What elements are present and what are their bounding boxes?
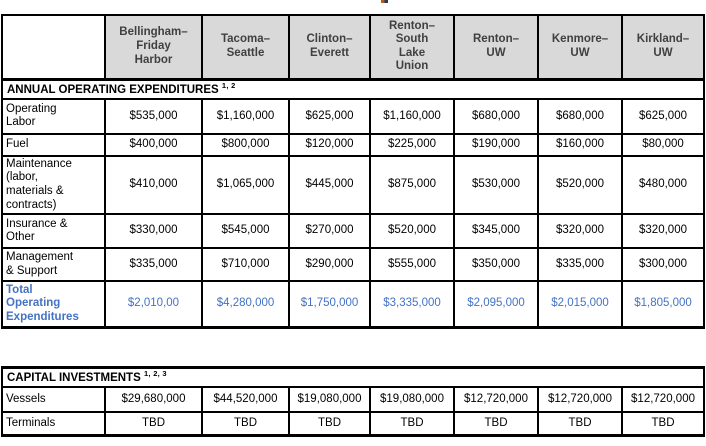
value-cell: $625,000: [288, 97, 371, 135]
value-cell: $2,015,000: [537, 280, 623, 329]
value-cell: $12,720,000: [453, 386, 539, 414]
value-cell: $12,720,000: [537, 386, 623, 414]
capital-investments-table: CAPITAL INVESTMENTS 1, 2, 3 Vessels $29,6…: [0, 365, 706, 437]
section-title: CAPITAL INVESTMENTS: [7, 371, 144, 384]
value-cell: TBD: [369, 411, 455, 437]
value-cell: $545,000: [201, 213, 290, 250]
value-cell: $225,000: [369, 132, 455, 157]
column-header: Clinton– Everett: [288, 14, 371, 80]
value-cell: TBD: [104, 411, 203, 437]
value-cell: $1,160,000: [201, 97, 290, 135]
value-cell: $345,000: [453, 213, 539, 250]
table-row: Fuel $400,000 $800,000 $120,000 $225,000 $190…: [1, 132, 705, 157]
section-header-cell: ANNUAL OPERATING EXPENDITURES 1, 2: [1, 77, 705, 100]
value-cell: TBD: [620, 411, 706, 437]
value-cell: TBD: [201, 411, 290, 437]
value-cell: $520,000: [369, 213, 455, 250]
value-cell: $320,000: [537, 213, 623, 250]
value-cell: $120,000: [288, 132, 371, 157]
column-header-row: Bellingham– Friday Harbor Tacoma– Seattle…: [1, 14, 705, 80]
value-cell: $270,000: [288, 213, 371, 250]
table-row: Maintenance (labor, materials & contract…: [1, 154, 705, 216]
value-cell: $4,280,000: [201, 280, 290, 329]
value-cell: $330,000: [104, 213, 203, 250]
value-cell: $290,000: [288, 247, 371, 283]
section-header-cell: CAPITAL INVESTMENTS 1, 2, 3: [0, 365, 706, 389]
value-cell: $2,010,00: [104, 280, 203, 329]
value-cell: TBD: [288, 411, 371, 437]
section-header-row: CAPITAL INVESTMENTS 1, 2, 3: [0, 365, 706, 389]
value-cell: $400,000: [104, 132, 203, 157]
value-cell: TBD: [453, 411, 539, 437]
value-cell: $2,095,000: [453, 280, 539, 329]
row-label: Terminals: [1, 411, 106, 437]
operating-expenditures-table: Bellingham– Friday Harbor Tacoma– Seattle…: [1, 14, 705, 329]
section-header-row: ANNUAL OPERATING EXPENDITURES 1, 2: [1, 77, 705, 100]
value-cell: $160,000: [537, 132, 623, 157]
section-superscript: 1, 2: [221, 80, 236, 90]
value-cell: $44,520,000: [201, 386, 290, 414]
row-label: Management & Support: [1, 247, 106, 283]
value-cell: $555,000: [369, 247, 455, 283]
value-cell: $19,080,000: [369, 386, 455, 414]
value-cell: $680,000: [453, 97, 539, 135]
table-row: Management & Support $335,000 $710,000 $290…: [1, 247, 705, 283]
row-label: Insurance & Other: [1, 213, 106, 250]
value-cell: $800,000: [201, 132, 290, 157]
table-row: Total Operating Expenditures $2,010,00 $4,…: [1, 280, 705, 329]
table-row: Terminals TBD TBD TBD TBD TBD TBD TBD: [1, 411, 706, 437]
value-cell: TBD: [537, 411, 623, 437]
row-label: Fuel: [1, 132, 106, 157]
column-header: Tacoma– Seattle: [201, 14, 290, 80]
value-cell: $1,805,000: [621, 280, 705, 329]
cropped-text-remnant: [381, 0, 388, 3]
value-cell: $335,000: [537, 247, 623, 283]
empty-corner-cell: [1, 14, 106, 80]
row-label: Vessels: [1, 386, 106, 414]
value-cell: $19,080,000: [288, 386, 371, 414]
value-cell: $320,000: [621, 213, 705, 250]
value-cell: $1,160,000: [369, 97, 455, 135]
value-cell: $335,000: [104, 247, 203, 283]
table-row: Vessels $29,680,000 $44,520,000 $19,080,000…: [1, 386, 706, 414]
value-cell: $445,000: [288, 154, 371, 216]
column-header: Kenmore– UW: [537, 14, 623, 80]
table-row: Operating Labor $535,000 $1,160,000 $625,00…: [1, 97, 705, 135]
column-header: Renton– UW: [453, 14, 539, 80]
value-cell: $80,000: [621, 132, 705, 157]
value-cell: $480,000: [621, 154, 705, 216]
row-label: Maintenance (labor, materials & contract…: [1, 154, 106, 216]
value-cell: $3,335,000: [369, 280, 455, 329]
column-header: Kirkland– UW: [621, 14, 705, 80]
value-cell: $875,000: [369, 154, 455, 216]
section-superscript: 1, 2, 3: [143, 368, 167, 378]
value-cell: $410,000: [104, 154, 203, 216]
row-label: Total Operating Expenditures: [1, 280, 106, 329]
value-cell: $29,680,000: [104, 386, 203, 414]
row-label: Operating Labor: [1, 97, 106, 135]
value-cell: $190,000: [453, 132, 539, 157]
value-cell: $520,000: [537, 154, 623, 216]
value-cell: $1,750,000: [288, 280, 371, 329]
column-header: Renton– South Lake Union: [369, 14, 455, 80]
column-header: Bellingham– Friday Harbor: [104, 14, 203, 80]
value-cell: $350,000: [453, 247, 539, 283]
value-cell: $535,000: [104, 97, 203, 135]
value-cell: $1,065,000: [201, 154, 290, 216]
section-title: ANNUAL OPERATING EXPENDITURES: [7, 83, 222, 96]
table-row: Insurance & Other $330,000 $545,000 $270,00…: [1, 213, 705, 250]
value-cell: $300,000: [621, 247, 705, 283]
value-cell: $12,720,000: [620, 386, 706, 414]
value-cell: $710,000: [201, 247, 290, 283]
value-cell: $530,000: [453, 154, 539, 216]
value-cell: $625,000: [621, 97, 705, 135]
value-cell: $680,000: [537, 97, 623, 135]
